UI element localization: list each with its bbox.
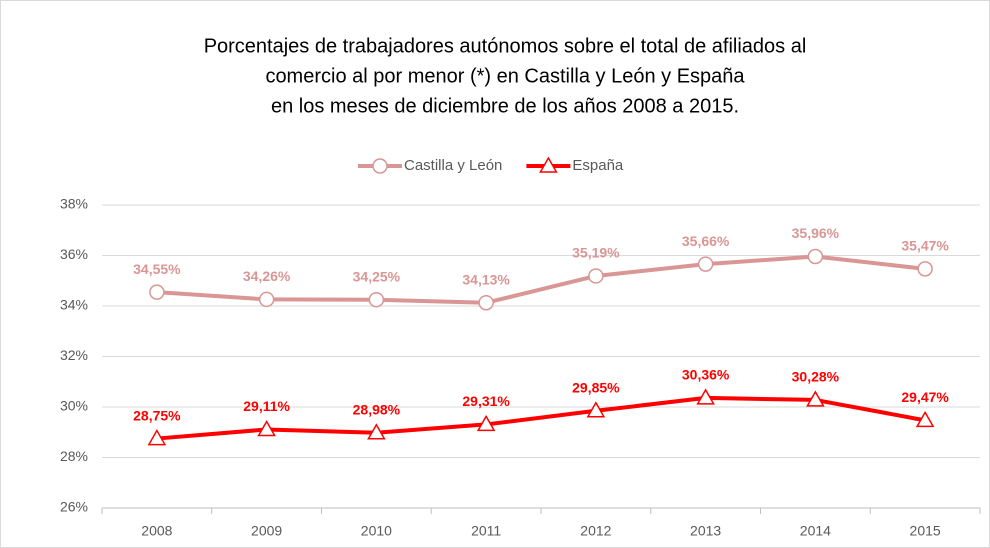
x-tick-label: 2013 xyxy=(690,523,721,539)
data-label: 35,96% xyxy=(792,225,840,241)
x-tick-label: 2011 xyxy=(471,523,501,539)
marker xyxy=(257,419,276,437)
y-tick-label: 38% xyxy=(60,196,88,212)
x-tick-label: 2012 xyxy=(580,523,611,539)
marker xyxy=(478,294,494,311)
marker xyxy=(368,291,385,308)
chart-title: Porcentajes de trabajadores autónomos so… xyxy=(204,35,807,57)
data-label: 35,19% xyxy=(572,245,620,261)
marker xyxy=(697,256,714,272)
data-label: 34,25% xyxy=(353,268,401,284)
y-tick-label: 30% xyxy=(60,398,88,414)
y-tick-label: 26% xyxy=(60,499,88,515)
marker xyxy=(476,414,496,432)
y-tick-label: 32% xyxy=(60,347,88,363)
data-label: 35,66% xyxy=(682,233,730,249)
legend-label: Castilla y León xyxy=(404,157,502,174)
data-label: 29,85% xyxy=(572,379,620,395)
data-label: 34,55% xyxy=(133,261,181,277)
legend-label: España xyxy=(572,157,624,174)
x-tick-label: 2014 xyxy=(800,523,831,539)
data-label: 34,13% xyxy=(462,271,510,287)
y-tick-label: 28% xyxy=(60,448,88,464)
data-label: 28,98% xyxy=(353,401,401,417)
chart-title: en los meses de diciembre de los años 20… xyxy=(271,95,739,117)
marker xyxy=(149,284,165,300)
y-tick-label: 34% xyxy=(60,297,88,313)
marker xyxy=(586,401,606,418)
data-label: 29,11% xyxy=(243,398,290,414)
marker xyxy=(588,268,604,284)
data-label: 30,28% xyxy=(792,369,840,385)
data-label: 29,31% xyxy=(462,393,510,409)
series-line xyxy=(156,395,926,441)
x-tick-label: 2009 xyxy=(251,523,282,539)
marker xyxy=(696,388,715,405)
marker xyxy=(367,423,386,440)
marker xyxy=(915,410,935,428)
data-label: 29,47% xyxy=(901,389,949,405)
marker xyxy=(372,158,388,174)
x-tick-label: 2010 xyxy=(361,523,392,539)
x-tick-label: 2008 xyxy=(141,523,172,539)
marker xyxy=(806,390,825,407)
data-label: 35,47% xyxy=(901,238,949,254)
data-label: 30,36% xyxy=(682,367,730,383)
marker xyxy=(147,429,167,446)
series-line xyxy=(156,254,926,305)
x-tick-label: 2015 xyxy=(910,523,941,539)
data-label: 34,26% xyxy=(243,268,291,284)
data-label: 28,75% xyxy=(133,407,181,423)
y-tick-label: 36% xyxy=(60,246,88,262)
marker xyxy=(917,261,933,277)
marker xyxy=(258,291,275,308)
chart-title: comercio al por menor (*) en Castilla y … xyxy=(265,65,745,87)
marker xyxy=(807,248,824,265)
marker xyxy=(539,156,558,173)
